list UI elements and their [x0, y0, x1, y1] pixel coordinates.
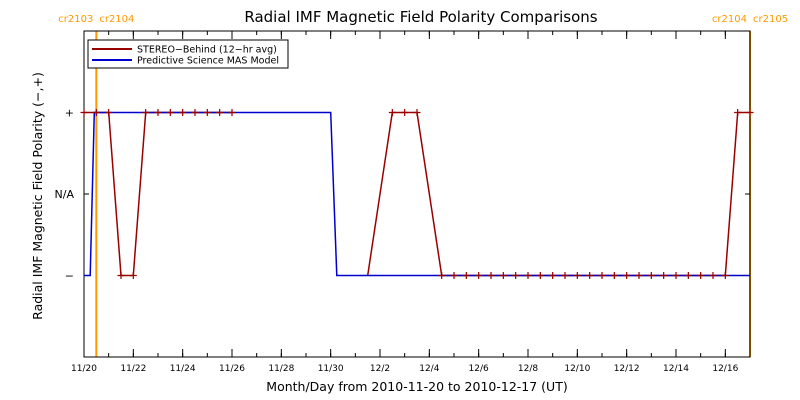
chart-title: Radial IMF Magnetic Field Polarity Compa… — [244, 8, 597, 26]
stereo-behind-point — [117, 272, 125, 279]
stereo-behind-point — [746, 109, 754, 116]
x-tick-label: 12/6 — [469, 364, 489, 374]
stereo-behind-point — [610, 272, 618, 279]
carrington-rotation-label: cr2104 — [99, 14, 134, 25]
carrington-rotation-label: cr2105 — [753, 14, 788, 25]
stereo-behind-point — [166, 109, 174, 116]
stereo-behind-point — [216, 109, 224, 116]
stereo-behind-point — [709, 272, 717, 279]
stereo-behind-point — [105, 109, 113, 116]
x-axis: 11/20 11/22 11/24 11/26 11/28 11/30 12/2 12/4 12… — [71, 31, 751, 374]
x-tick-label: 12/16 — [712, 364, 738, 374]
y-axis: − N/A + — [55, 107, 750, 283]
stereo-behind-point — [512, 272, 520, 279]
stereo-behind-point — [536, 272, 544, 279]
x-tick-label: 12/4 — [419, 364, 439, 374]
stereo-behind-point — [734, 109, 742, 116]
legend-box — [87, 39, 289, 69]
x-tick-label: 12/2 — [370, 364, 390, 374]
stereo-behind-point — [154, 109, 162, 116]
stereo-behind-point — [401, 109, 409, 116]
x-tick-label: 11/28 — [268, 364, 294, 374]
stereo-behind-point — [672, 272, 680, 279]
x-axis-title: Month/Day from 2010-11-20 to 2010-12-17 … — [266, 379, 567, 394]
plot-frame — [83, 30, 751, 358]
stereo-behind-point — [475, 272, 483, 279]
stereo-behind-point — [660, 272, 668, 279]
stereo-behind-point — [191, 109, 199, 116]
stereo-behind-point — [228, 109, 236, 116]
stereo-behind-point — [80, 109, 88, 116]
y-axis-title: Radial IMF Magnetic Field Polarity (−,+) — [30, 72, 45, 320]
y-tick-label: − — [65, 270, 74, 283]
stereo-behind-point — [413, 109, 421, 116]
x-tick-label: 12/10 — [564, 364, 590, 374]
stereo-behind-point — [684, 272, 692, 279]
stereo-behind-point — [487, 272, 495, 279]
stereo-behind-line — [84, 111, 232, 277]
x-tick-label: 11/24 — [170, 364, 196, 374]
stereo-behind-point — [129, 272, 137, 279]
stereo-behind-point — [647, 272, 655, 279]
y-tick-label: N/A — [55, 188, 75, 201]
stereo-behind-point — [586, 272, 594, 279]
stereo-behind-point — [623, 272, 631, 279]
stereo-behind-point — [179, 109, 187, 116]
mas-model-line — [84, 111, 750, 277]
stereo-behind-point — [203, 109, 211, 116]
stereo-behind-point — [499, 272, 507, 279]
stereo-behind-point — [598, 272, 606, 279]
stereo-behind-point — [92, 109, 100, 116]
stereo-behind-point — [462, 272, 470, 279]
carrington-rotation-label: cr2103 — [58, 14, 93, 25]
y-tick-label: + — [65, 107, 74, 120]
stereo-behind-point — [438, 272, 446, 279]
x-tick-label: 12/8 — [518, 364, 538, 374]
legend-label: STEREO−Behind (12−hr avg) — [137, 45, 277, 56]
stereo-behind-point — [524, 272, 532, 279]
stereo-behind-point — [635, 272, 643, 279]
series-lines — [84, 111, 750, 277]
stereo-behind-point — [388, 109, 396, 116]
legend: STEREO−Behind (12−hr avg)Predictive Scie… — [87, 39, 289, 69]
x-tick-label: 11/20 — [71, 364, 97, 374]
legend-label: Predictive Science MAS Model — [137, 56, 279, 67]
carrington-rotation-label: cr2104 — [712, 14, 747, 25]
stereo-behind-point — [721, 272, 729, 279]
series-markers — [80, 109, 754, 279]
stereo-behind-point — [573, 272, 581, 279]
x-tick-label: 11/30 — [318, 364, 344, 374]
stereo-behind-point — [561, 272, 569, 279]
stereo-behind-point — [549, 272, 557, 279]
stereo-behind-point — [697, 272, 705, 279]
x-tick-label: 11/26 — [219, 364, 245, 374]
stereo-behind-line — [366, 111, 750, 277]
stereo-behind-point — [450, 272, 458, 279]
x-tick-label: 12/14 — [663, 364, 689, 374]
x-tick-label: 12/12 — [614, 364, 640, 374]
x-tick-label: 11/22 — [120, 364, 146, 374]
stereo-behind-point — [142, 109, 150, 116]
